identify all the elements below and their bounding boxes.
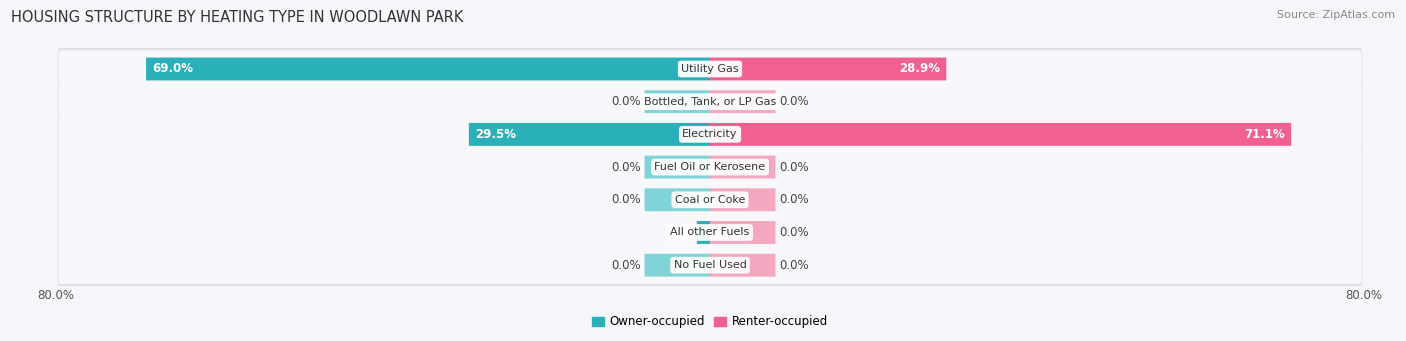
- FancyBboxPatch shape: [710, 221, 776, 244]
- FancyBboxPatch shape: [59, 50, 1361, 88]
- FancyBboxPatch shape: [146, 58, 710, 80]
- FancyBboxPatch shape: [710, 188, 776, 211]
- Text: 0.0%: 0.0%: [779, 226, 808, 239]
- Text: 1.6%: 1.6%: [703, 226, 737, 239]
- Text: Fuel Oil or Kerosene: Fuel Oil or Kerosene: [654, 162, 766, 172]
- FancyBboxPatch shape: [468, 123, 710, 146]
- Legend: Owner-occupied, Renter-occupied: Owner-occupied, Renter-occupied: [586, 311, 834, 333]
- FancyBboxPatch shape: [710, 155, 776, 179]
- FancyBboxPatch shape: [644, 188, 710, 211]
- FancyBboxPatch shape: [58, 46, 1362, 91]
- Text: 0.0%: 0.0%: [779, 95, 808, 108]
- Text: 0.0%: 0.0%: [779, 259, 808, 272]
- Text: HOUSING STRUCTURE BY HEATING TYPE IN WOODLAWN PARK: HOUSING STRUCTURE BY HEATING TYPE IN WOO…: [11, 10, 464, 25]
- Text: 29.5%: 29.5%: [475, 128, 516, 141]
- FancyBboxPatch shape: [710, 58, 946, 80]
- Text: Bottled, Tank, or LP Gas: Bottled, Tank, or LP Gas: [644, 97, 776, 107]
- Text: 71.1%: 71.1%: [1244, 128, 1285, 141]
- FancyBboxPatch shape: [710, 254, 776, 277]
- Text: 0.0%: 0.0%: [612, 193, 641, 206]
- Text: 0.0%: 0.0%: [612, 259, 641, 272]
- FancyBboxPatch shape: [59, 181, 1361, 219]
- FancyBboxPatch shape: [59, 247, 1361, 284]
- FancyBboxPatch shape: [59, 83, 1361, 120]
- FancyBboxPatch shape: [644, 155, 710, 179]
- FancyBboxPatch shape: [644, 254, 710, 277]
- Text: Electricity: Electricity: [682, 129, 738, 139]
- FancyBboxPatch shape: [59, 116, 1361, 153]
- FancyBboxPatch shape: [58, 112, 1362, 157]
- FancyBboxPatch shape: [644, 90, 710, 113]
- Text: No Fuel Used: No Fuel Used: [673, 260, 747, 270]
- FancyBboxPatch shape: [59, 148, 1361, 186]
- FancyBboxPatch shape: [58, 177, 1362, 222]
- FancyBboxPatch shape: [710, 123, 1291, 146]
- FancyBboxPatch shape: [58, 79, 1362, 124]
- FancyBboxPatch shape: [697, 221, 710, 244]
- Text: 0.0%: 0.0%: [612, 161, 641, 174]
- Text: 0.0%: 0.0%: [779, 161, 808, 174]
- Text: Utility Gas: Utility Gas: [682, 64, 738, 74]
- Text: Source: ZipAtlas.com: Source: ZipAtlas.com: [1277, 10, 1395, 20]
- FancyBboxPatch shape: [58, 210, 1362, 255]
- FancyBboxPatch shape: [58, 145, 1362, 190]
- FancyBboxPatch shape: [58, 243, 1362, 288]
- FancyBboxPatch shape: [710, 90, 776, 113]
- Text: 0.0%: 0.0%: [612, 95, 641, 108]
- FancyBboxPatch shape: [59, 214, 1361, 251]
- Text: 69.0%: 69.0%: [153, 62, 194, 75]
- Text: 28.9%: 28.9%: [898, 62, 939, 75]
- Text: 0.0%: 0.0%: [779, 193, 808, 206]
- Text: All other Fuels: All other Fuels: [671, 227, 749, 237]
- Text: Coal or Coke: Coal or Coke: [675, 195, 745, 205]
